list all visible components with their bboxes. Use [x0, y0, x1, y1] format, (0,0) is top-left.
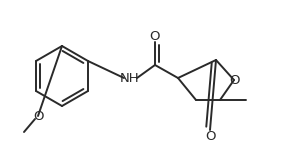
Text: O: O — [33, 109, 43, 122]
Text: NH: NH — [120, 72, 140, 85]
Text: O: O — [205, 131, 215, 143]
Text: O: O — [230, 73, 240, 86]
Text: O: O — [150, 30, 160, 43]
